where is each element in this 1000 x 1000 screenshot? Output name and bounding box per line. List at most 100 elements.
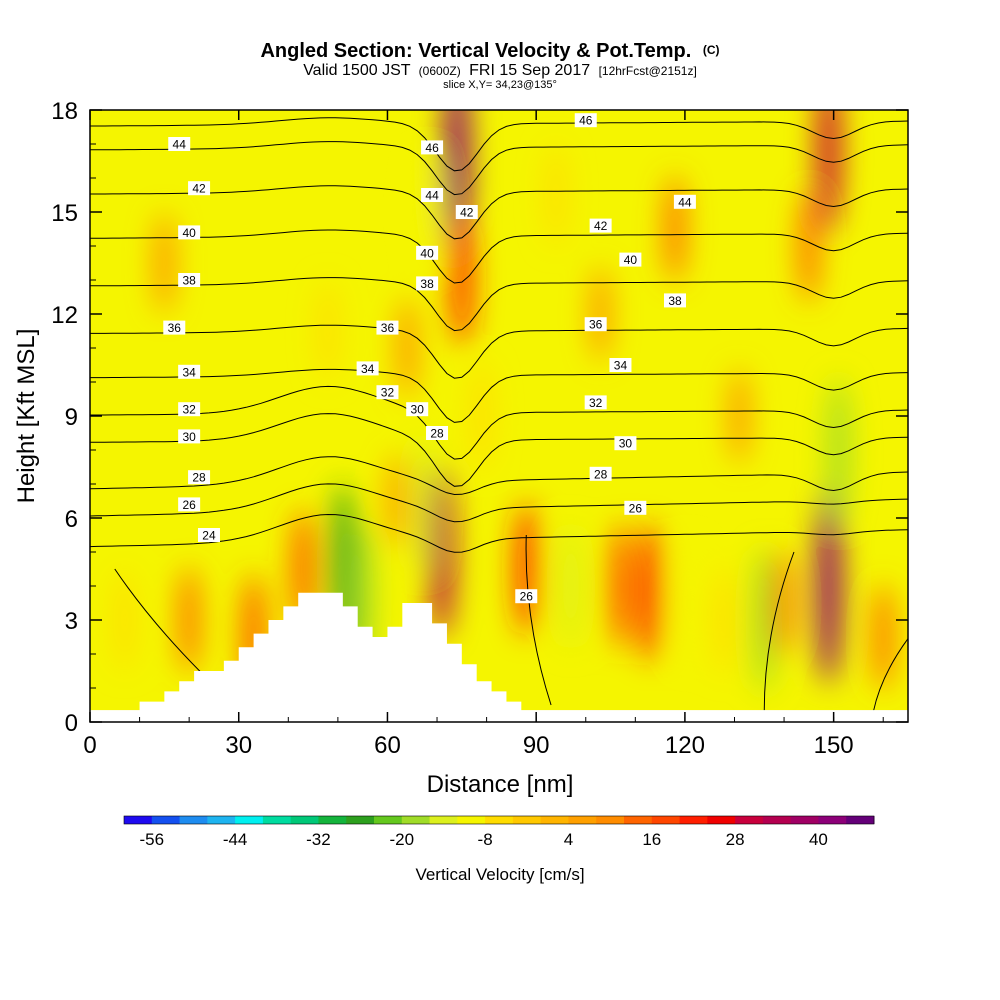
velocity-core xyxy=(816,110,842,234)
x-tick-label: 30 xyxy=(225,732,252,759)
colorbar-swatch xyxy=(485,816,514,824)
velocity-core xyxy=(471,362,492,470)
contour-label: 42 xyxy=(589,218,612,233)
colorbar-tick-label: 4 xyxy=(564,830,573,849)
velocity-core xyxy=(450,213,473,347)
velocity-core xyxy=(387,453,408,549)
svg-text:30: 30 xyxy=(619,437,633,451)
isentrope-line xyxy=(90,185,908,240)
colorbar-tick-label: 28 xyxy=(726,830,745,849)
contour-label: 30 xyxy=(614,436,637,451)
contour-label: 40 xyxy=(416,245,439,260)
colorbar-swatch xyxy=(596,816,625,824)
colorbar: -56 -44 -32 -20 -8 4 16 28 40 xyxy=(123,815,875,849)
colorbar-swatch xyxy=(124,816,153,824)
contour-label: 44 xyxy=(421,188,444,203)
velocity-core xyxy=(429,466,455,638)
svg-text:30: 30 xyxy=(182,430,196,444)
y-tick-label: 0 xyxy=(65,710,78,737)
svg-text:38: 38 xyxy=(420,277,434,291)
isentrope-line xyxy=(90,385,908,460)
colorbar-swatch xyxy=(679,816,708,824)
isentrope-line xyxy=(90,277,908,332)
velocity-core xyxy=(752,546,776,694)
colorbar-swatch xyxy=(457,816,486,824)
y-tick-label: 12 xyxy=(51,302,78,329)
svg-text:28: 28 xyxy=(594,467,608,481)
colorbar-tick-label: -20 xyxy=(389,830,414,849)
x-tick-label: 90 xyxy=(523,732,550,759)
colorbar-swatch xyxy=(568,816,597,824)
svg-text:36: 36 xyxy=(381,321,395,335)
svg-text:34: 34 xyxy=(182,365,196,379)
colorbar-swatch xyxy=(401,816,431,824)
svg-text:28: 28 xyxy=(192,471,206,485)
contour-label: 38 xyxy=(416,276,439,291)
x-tick-label: 120 xyxy=(665,732,705,759)
svg-text:44: 44 xyxy=(678,195,692,209)
velocity-core xyxy=(873,583,894,691)
contour-label: 46 xyxy=(574,113,597,128)
colorbar-swatch xyxy=(735,816,764,824)
svg-text:40: 40 xyxy=(420,246,434,260)
colorbar-swatch xyxy=(235,816,264,824)
velocity-core xyxy=(114,569,135,671)
isentrope-line xyxy=(90,513,908,553)
svg-text:42: 42 xyxy=(460,206,474,220)
contour-label: 38 xyxy=(663,293,686,308)
contour-label: 32 xyxy=(376,385,399,400)
slice-label: slice X,Y= 34,23@135° xyxy=(443,79,557,91)
chart-title-suffix: (C) xyxy=(703,43,720,57)
x-tick-label: 60 xyxy=(374,732,401,759)
contour-label: 28 xyxy=(188,470,211,485)
y-axis-label: Height [Kft MSL] xyxy=(13,329,40,504)
x-tick-label: 150 xyxy=(814,732,854,759)
isentrope-line xyxy=(90,483,908,523)
contour-label: 34 xyxy=(609,358,632,373)
colorbar-tick-label: -56 xyxy=(139,830,164,849)
x-tick-label: 0 xyxy=(83,732,96,759)
svg-text:26: 26 xyxy=(629,501,643,515)
colorbar-swatch xyxy=(318,816,347,824)
contour-label: 42 xyxy=(455,205,478,220)
colorbar-swatch xyxy=(707,816,736,824)
contour-labels: 24 26 28 30 32 34 36 38 40 42 44 46 46 44 42 40 38 36 34 32… xyxy=(90,113,908,722)
svg-text:42: 42 xyxy=(594,219,608,233)
colorbar-swatch xyxy=(374,816,403,824)
svg-text:32: 32 xyxy=(182,403,196,417)
surface-contour-line xyxy=(872,637,908,712)
velocity-core xyxy=(798,188,820,304)
svg-text:40: 40 xyxy=(624,253,638,267)
svg-text:38: 38 xyxy=(668,294,682,308)
svg-text:40: 40 xyxy=(182,226,196,240)
velocity-core xyxy=(546,144,566,246)
colorbar-swatch xyxy=(790,816,819,824)
colorbar-swatch xyxy=(151,816,181,824)
isentrope-line xyxy=(90,413,908,487)
velocity-core xyxy=(773,549,795,657)
contour-label: 30 xyxy=(178,429,201,444)
chart-title: Angled Section: Vertical Velocity & Pot.… xyxy=(260,40,719,62)
contour-label: 36 xyxy=(376,320,399,335)
subtitle-valid-time: Valid 1500 JST xyxy=(303,62,411,79)
colorbar-swatch xyxy=(818,816,847,824)
colorbar-swatch xyxy=(762,816,792,824)
svg-text:26: 26 xyxy=(520,590,534,604)
contour-label: 44 xyxy=(168,137,191,152)
svg-text:46: 46 xyxy=(579,114,593,128)
svg-text:28: 28 xyxy=(430,427,444,441)
terrain-profile xyxy=(139,592,537,722)
contour-label: 28 xyxy=(589,466,612,481)
contour-label: 32 xyxy=(178,402,201,417)
y-tick-label: 15 xyxy=(51,200,78,227)
colorbar-swatch xyxy=(429,816,458,824)
velocity-core xyxy=(714,566,735,674)
colorbar-tick-label: 40 xyxy=(809,830,828,849)
svg-text:30: 30 xyxy=(411,403,425,417)
velocity-core xyxy=(154,212,175,314)
colorbar-tick-label: -32 xyxy=(306,830,331,849)
isentrope-line xyxy=(90,456,908,496)
surface-contour-line xyxy=(525,534,552,706)
svg-text:46: 46 xyxy=(425,141,439,155)
